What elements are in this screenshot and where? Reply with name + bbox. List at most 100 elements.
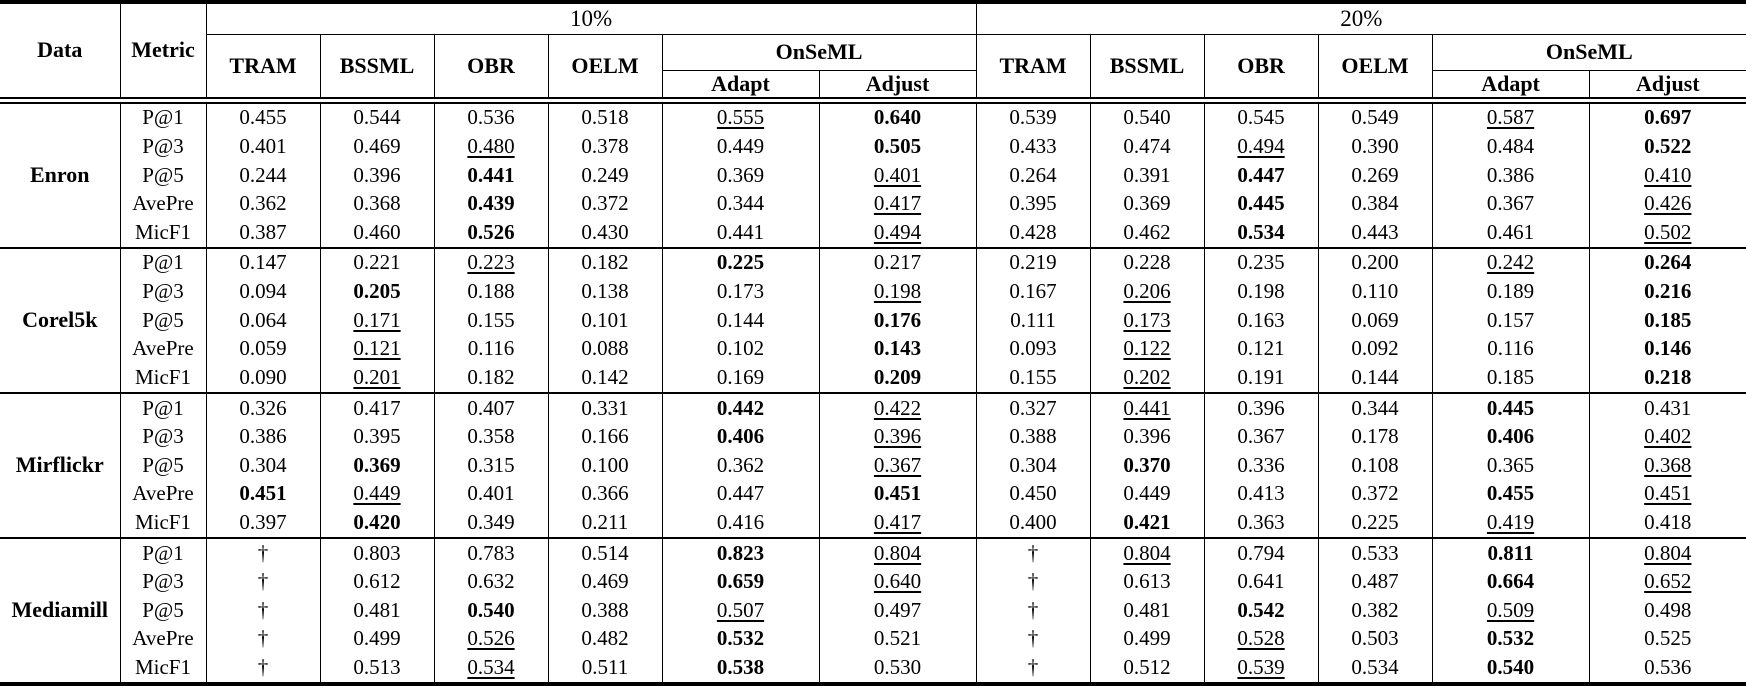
value-cell: 0.534 bbox=[1203, 218, 1319, 248]
metric-label: P@3 bbox=[120, 277, 207, 306]
value-cell: 0.110 bbox=[1317, 277, 1433, 306]
value-cell: 0.507 bbox=[661, 596, 820, 625]
value-cell: 0.396 bbox=[1203, 391, 1319, 423]
value-cell: 0.155 bbox=[433, 305, 549, 335]
value-cell: 0.064 bbox=[205, 305, 321, 335]
value-cell: 0.505 bbox=[818, 132, 977, 161]
value-cell: 0.366 bbox=[547, 479, 663, 509]
dataset-label: Mediamill bbox=[0, 536, 121, 684]
value-cell: 0.171 bbox=[319, 305, 435, 335]
dataset-label: Mirflickr bbox=[0, 391, 121, 538]
value-cell: 0.092 bbox=[1317, 334, 1433, 364]
value-cell: 0.494 bbox=[818, 218, 977, 248]
value-cell: 0.146 bbox=[1588, 334, 1746, 364]
value-cell: 0.428 bbox=[975, 218, 1091, 248]
table-row: P@5 0.304 0.369 0.315 0.100 0.362 0.367 0.304 0.… bbox=[0, 450, 1746, 480]
value-cell: 0.542 bbox=[1203, 596, 1319, 625]
value-cell: 0.587 bbox=[1431, 100, 1590, 133]
value-cell: 0.358 bbox=[433, 422, 549, 451]
metric-label: MicF1 bbox=[120, 363, 207, 393]
value-cell: 0.451 bbox=[205, 479, 321, 509]
value-cell: 0.803 bbox=[319, 536, 435, 568]
value-cell: 0.094 bbox=[205, 277, 321, 306]
value-cell: 0.327 bbox=[975, 391, 1091, 423]
value-cell: 0.382 bbox=[1317, 596, 1433, 625]
metric-label: AvePre bbox=[120, 334, 207, 364]
value-cell: 0.101 bbox=[547, 305, 663, 335]
value-cell: 0.176 bbox=[818, 305, 977, 335]
value-cell: 0.121 bbox=[319, 334, 435, 364]
missing-value-cell: † bbox=[975, 653, 1091, 684]
value-cell: 0.659 bbox=[661, 567, 820, 597]
value-cell: 0.228 bbox=[1089, 246, 1205, 278]
value-cell: 0.455 bbox=[1431, 479, 1590, 509]
value-cell: 0.497 bbox=[818, 596, 977, 625]
col-header-obr-20: OBR bbox=[1203, 34, 1319, 104]
missing-value-cell: † bbox=[205, 596, 321, 625]
missing-value-cell: † bbox=[205, 536, 321, 568]
missing-value-cell: † bbox=[205, 567, 321, 597]
value-cell: 0.410 bbox=[1588, 160, 1746, 190]
table-row: P@3 0.386 0.395 0.358 0.166 0.406 0.396 0.388 0.… bbox=[0, 422, 1746, 451]
value-cell: 0.059 bbox=[205, 334, 321, 364]
value-cell: 0.652 bbox=[1588, 567, 1746, 597]
value-cell: 0.804 bbox=[1089, 536, 1205, 568]
table-row: MicF1 0.387 0.460 0.526 0.430 0.441 0.494 0.428… bbox=[0, 218, 1746, 248]
table-body: Enron P@1 0.455 0.544 0.536 0.518 0.555 0.640 0.… bbox=[0, 100, 1746, 684]
metric-label: P@1 bbox=[119, 536, 207, 568]
missing-value-cell: † bbox=[205, 624, 321, 654]
value-cell: 0.442 bbox=[661, 391, 820, 423]
value-cell: 0.443 bbox=[1317, 218, 1433, 248]
value-cell: 0.169 bbox=[661, 363, 820, 393]
value-cell: 0.402 bbox=[1588, 422, 1746, 451]
value-cell: 0.363 bbox=[1203, 508, 1319, 538]
value-cell: 0.147 bbox=[205, 246, 321, 278]
value-cell: 0.462 bbox=[1089, 218, 1205, 248]
value-cell: 0.498 bbox=[1588, 596, 1746, 625]
value-cell: 0.413 bbox=[1203, 479, 1319, 509]
metric-label: P@1 bbox=[119, 246, 207, 278]
table-row: AvePre 0.059 0.121 0.116 0.088 0.102 0.143 0.09… bbox=[0, 334, 1746, 364]
value-cell: 0.102 bbox=[661, 334, 820, 364]
value-cell: 0.534 bbox=[433, 653, 549, 684]
value-cell: 0.449 bbox=[661, 132, 820, 161]
value-cell: 0.163 bbox=[1203, 305, 1319, 335]
value-cell: 0.108 bbox=[1317, 450, 1433, 480]
value-cell: 0.219 bbox=[975, 246, 1091, 278]
value-cell: 0.422 bbox=[818, 391, 977, 423]
value-cell: 0.157 bbox=[1431, 305, 1590, 335]
value-cell: 0.388 bbox=[547, 596, 663, 625]
value-cell: 0.418 bbox=[1588, 508, 1746, 538]
value-cell: 0.401 bbox=[205, 132, 321, 161]
value-cell: 0.419 bbox=[1431, 508, 1590, 538]
value-cell: 0.532 bbox=[661, 624, 820, 654]
col-header-adjust-20: Adjust bbox=[1588, 70, 1746, 104]
value-cell: 0.407 bbox=[433, 391, 549, 423]
value-cell: 0.198 bbox=[818, 277, 977, 306]
value-cell: 0.188 bbox=[433, 277, 549, 306]
value-cell: 0.336 bbox=[1203, 450, 1319, 480]
group-header-10pct: 10% bbox=[205, 2, 977, 35]
value-cell: 0.433 bbox=[975, 132, 1091, 161]
metric-label: P@1 bbox=[119, 100, 207, 133]
value-cell: 0.481 bbox=[319, 596, 435, 625]
col-header-bssml-20: BSSML bbox=[1089, 34, 1205, 104]
value-cell: 0.451 bbox=[1588, 479, 1746, 509]
col-header-oelm-10: OELM bbox=[547, 34, 663, 104]
value-cell: 0.540 bbox=[1431, 653, 1590, 684]
value-cell: 0.664 bbox=[1431, 567, 1590, 597]
value-cell: 0.532 bbox=[1431, 624, 1590, 654]
missing-value-cell: † bbox=[205, 653, 321, 684]
value-cell: 0.540 bbox=[1089, 100, 1205, 133]
value-cell: 0.178 bbox=[1317, 422, 1433, 451]
value-cell: 0.481 bbox=[1089, 596, 1205, 625]
value-cell: 0.200 bbox=[1317, 246, 1433, 278]
value-cell: 0.511 bbox=[547, 653, 663, 684]
value-cell: 0.235 bbox=[1203, 246, 1319, 278]
value-cell: 0.093 bbox=[975, 334, 1091, 364]
dataset-label: Enron bbox=[0, 100, 121, 248]
value-cell: 0.420 bbox=[319, 508, 435, 538]
value-cell: 0.534 bbox=[1317, 653, 1433, 684]
value-cell: 0.451 bbox=[818, 479, 977, 509]
table-header: Data Metric 10% 20% TRAM BSSML OBR OELM … bbox=[0, 2, 1746, 104]
